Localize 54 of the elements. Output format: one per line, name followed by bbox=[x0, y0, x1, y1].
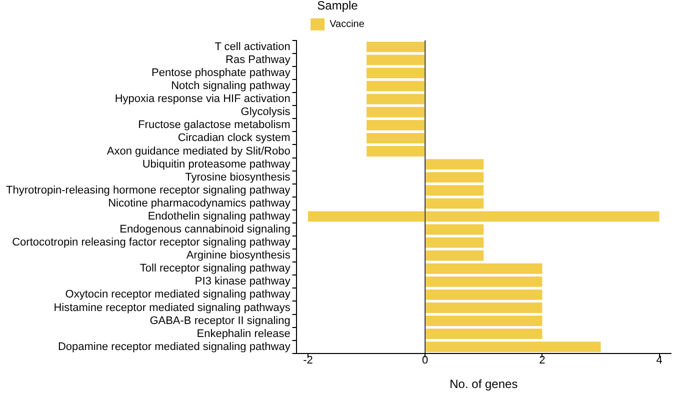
bar bbox=[426, 302, 542, 313]
bar bbox=[366, 68, 425, 78]
x-axis-title: No. of genes bbox=[450, 377, 518, 392]
y-tick-label: Circadian clock system bbox=[178, 132, 290, 144]
legend-title: Sample bbox=[317, 0, 358, 12]
y-tick-label: Thyrotropin-releasing hormone receptor signaling pathway bbox=[6, 184, 291, 196]
y-tick-label: GABA-B receptor II signaling bbox=[150, 314, 290, 327]
y-tick-label: Endogenous cannabinoid signaling bbox=[120, 224, 290, 236]
x-tick-label: 4 bbox=[656, 354, 662, 366]
bar bbox=[426, 276, 542, 287]
bar bbox=[366, 106, 425, 118]
bar bbox=[366, 94, 425, 104]
y-tick-label: Enkephalin release bbox=[196, 328, 290, 340]
bar bbox=[426, 185, 484, 196]
y-tick-label: PI3 kinase pathway bbox=[194, 276, 291, 288]
x-tick-label: 2 bbox=[539, 354, 546, 366]
bar bbox=[366, 146, 425, 156]
y-tick-label: Oxytocin receptor mediated signaling pathway bbox=[65, 288, 291, 301]
bar bbox=[426, 172, 484, 183]
bar bbox=[366, 80, 425, 92]
bar bbox=[366, 132, 425, 144]
bar bbox=[426, 224, 484, 235]
x-tick-label: 0 bbox=[422, 354, 428, 366]
legend-label: Vaccine bbox=[330, 19, 365, 30]
bar bbox=[426, 237, 484, 248]
bar bbox=[426, 198, 484, 209]
y-tick-label: Dopamine receptor mediated signaling pathway bbox=[58, 340, 291, 353]
y-tick-label: Ras Pathway bbox=[226, 54, 291, 66]
y-tick-label: Notch signaling pathway bbox=[171, 80, 291, 92]
bar bbox=[426, 250, 484, 261]
x-tick-label: -2 bbox=[303, 354, 313, 366]
y-tick-label: Pentose phosphate pathway bbox=[151, 67, 291, 80]
y-tick-label: Cortocotropin releasing factor receptor signaling pathway bbox=[12, 236, 291, 249]
bar bbox=[426, 342, 601, 352]
y-tick-label: T cell activation bbox=[214, 40, 290, 53]
y-tick-label: Hypoxia response via HIF activation bbox=[114, 93, 290, 106]
y-tick-label: Toll receptor signaling pathway bbox=[140, 262, 291, 275]
y-tick-label: Tyrosine biosynthesis bbox=[185, 171, 291, 184]
bar bbox=[366, 120, 425, 130]
bar bbox=[426, 289, 542, 300]
bar bbox=[426, 328, 542, 340]
y-tick-label: Axon guidance mediated by Slit/Robo bbox=[106, 145, 290, 158]
y-tick-label: Histamine receptor mediated signaling pathways bbox=[54, 302, 291, 314]
y-tick-label: Glycolysis bbox=[240, 106, 291, 118]
y-tick-label: Endothelin signaling pathway bbox=[148, 210, 291, 222]
y-tick-label: Nicotine pharmacodynamics pathway bbox=[108, 197, 291, 210]
bar bbox=[366, 42, 425, 52]
y-tick-label: Ubiquitin proteasome pathway bbox=[142, 158, 291, 170]
y-tick-label: Fructose galactose metabolism bbox=[138, 119, 290, 132]
bar bbox=[426, 263, 542, 274]
bar bbox=[426, 159, 484, 170]
y-tick-label: Arginine biosynthesis bbox=[186, 250, 291, 262]
bar bbox=[366, 54, 425, 66]
bar bbox=[426, 316, 542, 326]
